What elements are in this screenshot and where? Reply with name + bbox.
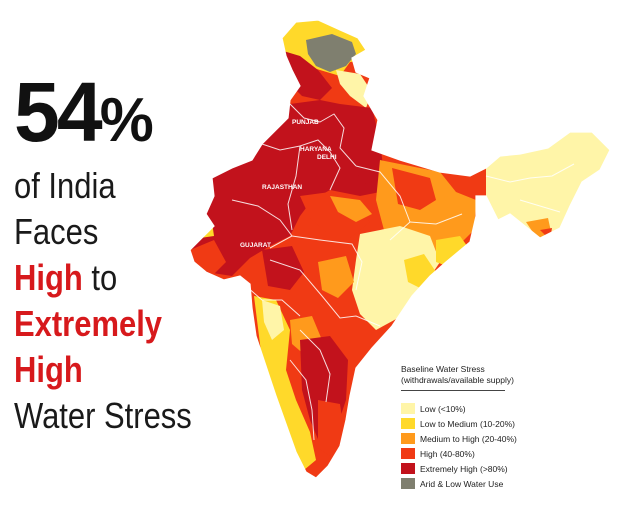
legend-divider [401, 390, 505, 391]
headline-high-word: High [14, 257, 83, 298]
legend-label: Extremely High (>80%) [420, 463, 508, 474]
state-label-delhi: DELHI [317, 154, 337, 161]
legend-item: Medium to High (20-40%) [401, 431, 601, 446]
legend-subtitle: (withdrawals/available supply) [401, 375, 514, 385]
state-label-punjab: PUNJAB [292, 119, 319, 126]
stat-number: 54 [14, 65, 103, 159]
headline-stat: 54% [14, 70, 210, 163]
headline: 54% of India Faces High to Extremely Hig… [14, 70, 214, 439]
legend-label: High (40-80%) [420, 448, 475, 459]
legend-label: Low (<10%) [420, 403, 466, 414]
legend-label: Arid & Low Water Use [420, 478, 504, 489]
headline-line-1: of India [14, 165, 116, 206]
legend-swatch [401, 433, 415, 444]
legend-swatch [401, 448, 415, 459]
legend-title: Baseline Water Stress [401, 364, 485, 374]
state-label-haryana: HARYANA [300, 146, 332, 153]
legend-item: High (40-80%) [401, 446, 601, 461]
headline-line-3: High to [14, 255, 186, 301]
legend-items: Low (<10%) Low to Medium (10-20%) Medium… [401, 401, 601, 491]
legend-label: Low to Medium (10-20%) [420, 418, 515, 429]
legend-swatch [401, 478, 415, 489]
legend-label: Medium to High (20-40%) [420, 433, 517, 444]
legend-swatch [401, 418, 415, 429]
legend-item: Low (<10%) [401, 401, 601, 416]
stat-percent-symbol: % [99, 86, 154, 155]
legend-item: Low to Medium (10-20%) [401, 416, 601, 431]
state-label-rajasthan: RAJASTHAN [262, 184, 302, 191]
headline-line-4: Extremely [14, 303, 163, 344]
headline-line-5: High [14, 349, 83, 390]
legend-item: Arid & Low Water Use [401, 476, 601, 491]
headline-to-word: to [82, 257, 118, 298]
legend-swatch [401, 403, 415, 414]
headline-line-6: Water Stress [14, 395, 192, 436]
legend-item: Extremely High (>80%) [401, 461, 601, 476]
map-legend: Baseline Water Stress (withdrawals/avail… [401, 364, 601, 491]
legend-swatch [401, 463, 415, 474]
headline-line-2: Faces [14, 211, 99, 252]
state-label-gujarat: GUJARAT [240, 242, 271, 249]
